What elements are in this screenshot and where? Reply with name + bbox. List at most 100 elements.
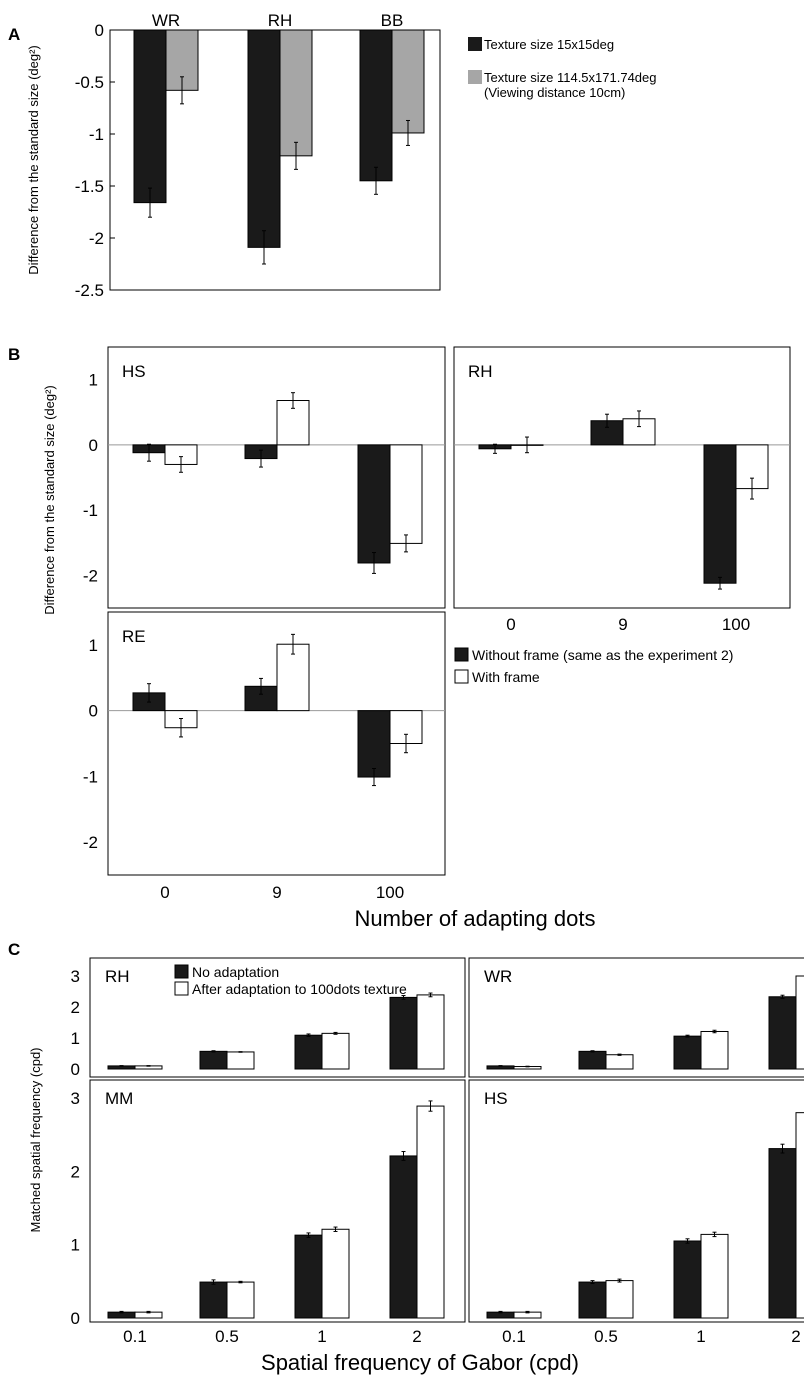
y-tick-label: -1 bbox=[89, 125, 104, 144]
bar bbox=[389, 444, 423, 544]
subplot-name: HS bbox=[122, 362, 146, 381]
legend-label: After adaptation to 100dots texture bbox=[192, 981, 407, 997]
panel-label-c: C bbox=[8, 940, 20, 959]
x-tick-label: 100 bbox=[376, 883, 404, 902]
bar bbox=[321, 1228, 350, 1319]
bar bbox=[294, 1034, 323, 1070]
y-tick-label: 1 bbox=[89, 371, 98, 390]
subplot-frame bbox=[453, 346, 791, 609]
legend-label: No adaptation bbox=[192, 964, 279, 980]
x-tick-label: 0.5 bbox=[594, 1327, 618, 1346]
x-tick-label: 0.5 bbox=[215, 1327, 239, 1346]
x-axis-label: Spatial frequency of Gabor (cpd) bbox=[261, 1350, 579, 1375]
y-tick-label: 3 bbox=[71, 1089, 80, 1108]
bar bbox=[226, 1051, 255, 1070]
legend-label: Without frame (same as the experiment 2) bbox=[472, 647, 733, 663]
legend-swatch-black bbox=[454, 647, 469, 662]
bar bbox=[321, 1032, 350, 1070]
bar bbox=[199, 1050, 228, 1070]
subplot-name: MM bbox=[105, 1089, 133, 1108]
y-tick-label: -1 bbox=[83, 501, 98, 520]
bar bbox=[359, 29, 393, 182]
subplot-name: RH bbox=[468, 362, 493, 381]
bar bbox=[578, 1281, 607, 1319]
y-tick-label: 1 bbox=[89, 636, 98, 655]
bar bbox=[700, 1030, 729, 1070]
subplot-frame bbox=[468, 957, 804, 1078]
x-axis-label: Number of adapting dots bbox=[355, 906, 596, 931]
bar bbox=[673, 1035, 702, 1070]
legend-label: With frame bbox=[472, 669, 540, 685]
panel-b-chart: HS 1 0 -1 -2 RH RE 1 0 -1 -2 0 9 100 0 9 100 Difference f… bbox=[42, 346, 791, 931]
bar bbox=[416, 994, 445, 1070]
bar bbox=[605, 1280, 634, 1319]
panel-label-b: B bbox=[8, 345, 20, 364]
legend-swatch-black bbox=[468, 37, 482, 51]
bar bbox=[605, 1054, 634, 1070]
bar bbox=[389, 1155, 418, 1319]
bar bbox=[795, 1112, 804, 1319]
bar bbox=[578, 1050, 607, 1070]
legend-label: Texture size 15x15deg bbox=[484, 37, 614, 52]
legend-swatch-black bbox=[174, 964, 189, 979]
y-tick-label: -2.5 bbox=[75, 281, 104, 300]
x-tick-label: 100 bbox=[722, 615, 750, 634]
bar bbox=[279, 29, 313, 157]
panel-a-chart: 0 -0.5 -1 -1.5 -2 -2.5 Difference from the sta… bbox=[26, 11, 657, 300]
bar bbox=[795, 975, 804, 1070]
panel-c-chart: RH 3 2 1 0 WR MM 3 2 1 0 0.1 0.5 1 2 HS 0.1 0.5 1 2 Matched … bbox=[28, 957, 804, 1375]
bar bbox=[768, 996, 797, 1070]
legend-label: Texture size 114.5x171.74deg bbox=[484, 70, 657, 85]
x-tick-label: 1 bbox=[696, 1327, 705, 1346]
y-tick-label: -1.5 bbox=[75, 177, 104, 196]
category-label: WR bbox=[152, 11, 180, 30]
y-tick-label: 3 bbox=[71, 967, 80, 986]
y-tick-label: -2 bbox=[83, 566, 98, 585]
x-tick-label: 9 bbox=[272, 883, 281, 902]
bar bbox=[294, 1234, 323, 1319]
category-label: RH bbox=[268, 11, 293, 30]
y-axis-label: Difference from the standard size (deg²) bbox=[26, 45, 41, 275]
subplot-name: RH bbox=[105, 967, 130, 986]
subplot-name: RE bbox=[122, 627, 146, 646]
subplot-name: HS bbox=[484, 1089, 508, 1108]
y-tick-label: 1 bbox=[71, 1029, 80, 1048]
bar bbox=[700, 1233, 729, 1319]
bar bbox=[391, 29, 425, 134]
subplot-name: WR bbox=[484, 967, 512, 986]
bar bbox=[133, 29, 167, 204]
y-axis-label: Matched spatial frequency (cpd) bbox=[28, 1048, 43, 1233]
x-tick-label: 0.1 bbox=[502, 1327, 526, 1346]
bar bbox=[199, 1281, 228, 1319]
bar bbox=[276, 643, 310, 712]
bar bbox=[247, 29, 281, 248]
subplot-frame bbox=[89, 1079, 466, 1323]
legend-swatch-white bbox=[174, 981, 189, 996]
x-tick-label: 2 bbox=[412, 1327, 421, 1346]
y-tick-label: -2 bbox=[89, 229, 104, 248]
x-tick-label: 0 bbox=[506, 615, 515, 634]
y-tick-label: 2 bbox=[71, 998, 80, 1017]
panel-label-a: A bbox=[8, 25, 20, 44]
subplot-frame bbox=[107, 346, 446, 609]
y-axis-label: Difference from the standard size (deg²) bbox=[42, 385, 57, 615]
category-label: BB bbox=[381, 11, 404, 30]
y-tick-label: 0 bbox=[89, 436, 98, 455]
x-tick-label: 9 bbox=[618, 615, 627, 634]
x-tick-label: 2 bbox=[791, 1327, 800, 1346]
y-tick-label: -1 bbox=[83, 767, 98, 786]
subplot-frame bbox=[89, 957, 466, 1078]
bar bbox=[357, 444, 391, 564]
legend-swatch-white bbox=[454, 669, 469, 684]
bar bbox=[357, 710, 391, 778]
x-tick-label: 0 bbox=[160, 883, 169, 902]
y-tick-label: -0.5 bbox=[75, 73, 104, 92]
legend-swatch-gray bbox=[468, 70, 482, 84]
bar bbox=[703, 444, 737, 584]
bar bbox=[226, 1281, 255, 1319]
x-tick-label: 0.1 bbox=[123, 1327, 147, 1346]
y-tick-label: 0 bbox=[89, 702, 98, 721]
y-tick-label: 1 bbox=[71, 1236, 80, 1255]
x-tick-label: 1 bbox=[317, 1327, 326, 1346]
